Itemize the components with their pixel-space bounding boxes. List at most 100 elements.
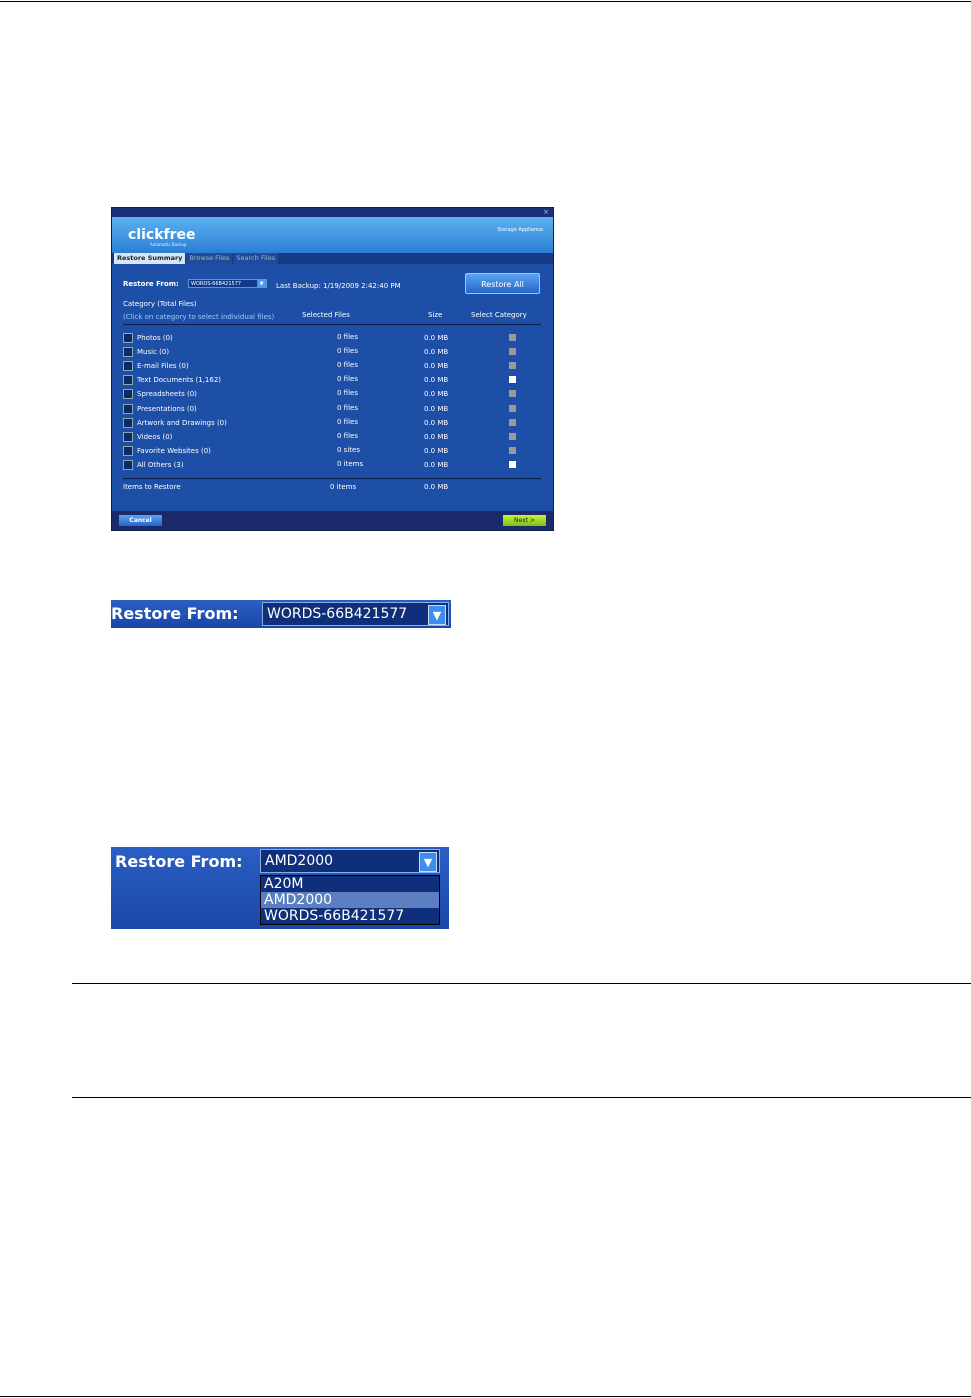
items-to-restore-count: 0 items <box>330 483 357 491</box>
selected-files: 0 files <box>337 361 358 370</box>
select-category-checkbox[interactable] <box>509 348 516 356</box>
category-row[interactable]: Favorite Websites (0) 0 sites 0.0 MB <box>123 445 543 458</box>
restore-from-label: Restore From: <box>123 280 179 288</box>
category-label[interactable]: Artwork and Drawings (0) <box>137 418 227 427</box>
category-label[interactable]: Favorite Websites (0) <box>137 446 211 455</box>
size: 0.0 MB <box>424 390 449 399</box>
size: 0.0 MB <box>424 362 449 371</box>
select-category-checkbox[interactable] <box>509 418 516 426</box>
selected-files: 0 files <box>337 431 358 440</box>
chevron-down-icon[interactable]: ▼ <box>428 605 446 625</box>
selected-files: 0 files <box>337 417 358 426</box>
tab-browse-files[interactable]: Browse Files <box>186 253 233 264</box>
dropdown-option[interactable]: A20M <box>264 876 304 892</box>
dropdown-option[interactable]: AMD2000 <box>261 892 439 908</box>
size: 0.0 MB <box>424 376 449 385</box>
select-category-header: Select Category <box>471 311 527 319</box>
category-icon <box>123 347 133 358</box>
logo-tagline: Automatic Backup <box>150 242 187 247</box>
size: 0.0 MB <box>424 334 449 342</box>
category-row[interactable]: E-mail Files (0) 0 files 0.0 MB <box>123 360 543 373</box>
category-row[interactable]: Music (0) 0 files 0.0 MB <box>123 346 543 359</box>
tab-search-files[interactable]: Search Files <box>233 253 279 264</box>
chevron-down-icon[interactable]: ▼ <box>257 280 266 288</box>
category-label[interactable]: E-mail Files (0) <box>137 362 189 371</box>
category-icon <box>123 431 133 442</box>
category-icon <box>123 361 133 372</box>
tab-bar: Restore Summary Browse Files Search Files <box>112 253 553 264</box>
select-category-checkbox[interactable] <box>509 390 516 398</box>
category-row[interactable]: Text Documents (1,162) 0 files 0.0 MB <box>123 374 543 387</box>
category-hint: (Click on category to select individual … <box>123 313 275 321</box>
size: 0.0 MB <box>424 432 449 441</box>
size-header: Size <box>428 311 443 319</box>
category-label[interactable]: Videos (0) <box>137 432 173 441</box>
select-category-checkbox[interactable] <box>509 376 516 384</box>
restore-from-value: WORDS-66B421577 <box>267 606 408 622</box>
restore-from-closed-screenshot: Restore From: WORDS-66B421577 ▼ <box>111 600 451 628</box>
restore-all-button[interactable]: Restore All <box>465 273 540 294</box>
selected-files: 0 sites <box>337 445 360 454</box>
last-backup: Last Backup: 1/19/2009 2:42:40 PM <box>276 282 401 290</box>
select-category-checkbox[interactable] <box>509 362 516 370</box>
restore-from-open-screenshot: Restore From: AMD2000 ▼ A20M AMD2000 WORDS-… <box>111 847 449 929</box>
category-icon <box>123 375 133 386</box>
category-row[interactable]: All Others (3) 0 items 0.0 MB <box>123 459 543 472</box>
clickfree-logo: clickfree <box>128 227 196 243</box>
selected-files: 0 files <box>337 389 358 398</box>
restore-from-value: AMD2000 <box>265 853 334 869</box>
category-row[interactable]: Videos (0) 0 files 0.0 MB <box>123 431 543 444</box>
category-row[interactable]: Artwork and Drawings (0) 0 files 0.0 MB <box>123 417 543 430</box>
size: 0.0 MB <box>424 404 449 413</box>
divider <box>123 478 541 479</box>
size: 0.0 MB <box>424 446 449 455</box>
category-label[interactable]: Music (0) <box>137 348 170 357</box>
rule <box>72 1097 971 1098</box>
restore-from-dropdown-list: A20M AMD2000 WORDS-66B421577 <box>260 875 440 925</box>
select-category-checkbox[interactable] <box>509 460 516 468</box>
title-bar: × <box>112 208 553 217</box>
category-icon <box>123 417 133 428</box>
restore-from-value: WORDS-66B421577 <box>191 281 242 287</box>
cancel-button[interactable]: Cancel <box>119 515 162 526</box>
bottom-rule <box>0 1396 971 1397</box>
selected-files: 0 files <box>337 375 358 384</box>
category-row[interactable]: Photos (0) 0 files 0.0 MB <box>123 332 543 345</box>
select-category-checkbox[interactable] <box>509 404 516 412</box>
clickfree-restore-window: × clickfree Automatic Backup Storage App… <box>111 207 554 531</box>
storage-appliance-logo: Storage Appliance <box>497 227 543 233</box>
category-label[interactable]: Text Documents (1,162) <box>137 376 222 385</box>
chevron-down-icon[interactable]: ▼ <box>419 852 437 872</box>
banner: clickfree Automatic Backup Storage Appli… <box>112 217 553 253</box>
select-category-checkbox[interactable] <box>509 334 516 341</box>
restore-from-select[interactable]: WORDS-66B421577 ▼ <box>188 279 267 288</box>
next-button[interactable]: Next > <box>503 515 546 526</box>
category-icon <box>123 403 133 414</box>
size: 0.0 MB <box>424 460 449 469</box>
selected-files: 0 files <box>337 347 358 356</box>
selected-files-header: Selected Files <box>302 311 350 319</box>
category-icon <box>123 459 133 470</box>
category-label[interactable]: Presentations (0) <box>137 404 197 413</box>
restore-from-label: Restore From: <box>115 852 243 871</box>
tab-restore-summary[interactable]: Restore Summary <box>114 253 186 264</box>
restore-from-label: Restore From: <box>111 604 239 623</box>
close-icon[interactable]: × <box>543 208 549 216</box>
category-label[interactable]: Spreadsheets (0) <box>137 390 197 399</box>
category-row[interactable]: Spreadsheets (0) 0 files 0.0 MB <box>123 388 543 401</box>
category-header: Category (Total Files) <box>123 300 197 308</box>
category-label[interactable]: Photos (0) <box>137 334 173 342</box>
size: 0.0 MB <box>424 418 449 427</box>
restore-from-select[interactable]: AMD2000 ▼ <box>260 849 440 873</box>
select-category-checkbox[interactable] <box>509 446 516 454</box>
selected-files: 0 files <box>337 333 358 341</box>
dropdown-option[interactable]: WORDS-66B421577 <box>264 908 405 924</box>
select-category-checkbox[interactable] <box>509 432 516 440</box>
items-to-restore-size: 0.0 MB <box>424 483 449 491</box>
category-label[interactable]: All Others (3) <box>137 460 184 469</box>
size: 0.0 MB <box>424 348 449 357</box>
category-row[interactable]: Presentations (0) 0 files 0.0 MB <box>123 403 543 416</box>
restore-from-select[interactable]: WORDS-66B421577 ▼ <box>262 602 449 626</box>
category-icon <box>123 333 133 343</box>
